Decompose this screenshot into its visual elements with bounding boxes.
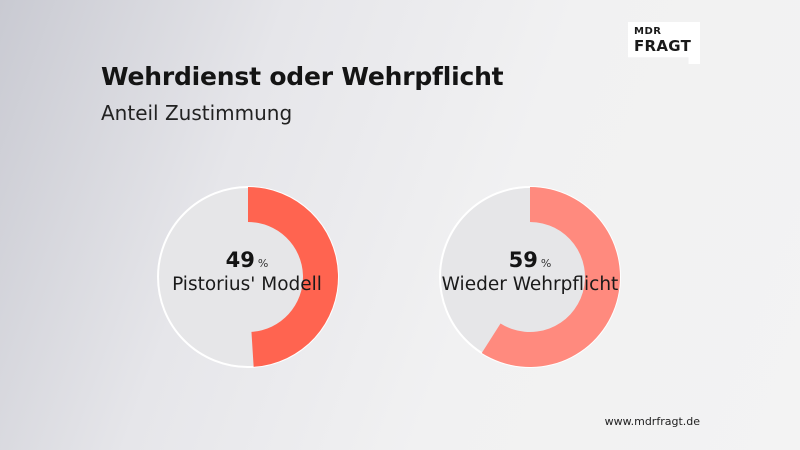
donut-value-arc	[248, 187, 339, 367]
category-label-wehrpflicht: Wieder Wehrpflicht	[441, 274, 619, 295]
value-unit: %	[540, 257, 552, 270]
donut-value-arc	[481, 187, 620, 367]
chart-subtitle: Anteil Zustimmung	[101, 101, 293, 125]
footer-url: www.mdrfragt.de	[604, 415, 700, 428]
value-unit: %	[257, 257, 269, 270]
mdr-fragt-logo: MDR FRAGT	[628, 22, 700, 64]
category-label-pistorius: Pistorius' Modell	[172, 274, 322, 295]
value-label-wehrpflicht: 59%	[410, 248, 650, 272]
chart-title: Wehrdienst oder Wehrpflicht	[101, 62, 504, 91]
value-number: 49	[225, 248, 255, 272]
logo-line-2: FRAGT	[634, 37, 692, 55]
value-number: 59	[508, 248, 538, 272]
donut-chart-pistorius	[157, 186, 339, 368]
value-label-pistorius: 49%	[127, 248, 367, 272]
donut-chart-wehrpflicht	[439, 186, 621, 368]
logo-line-1: MDR	[634, 26, 662, 37]
